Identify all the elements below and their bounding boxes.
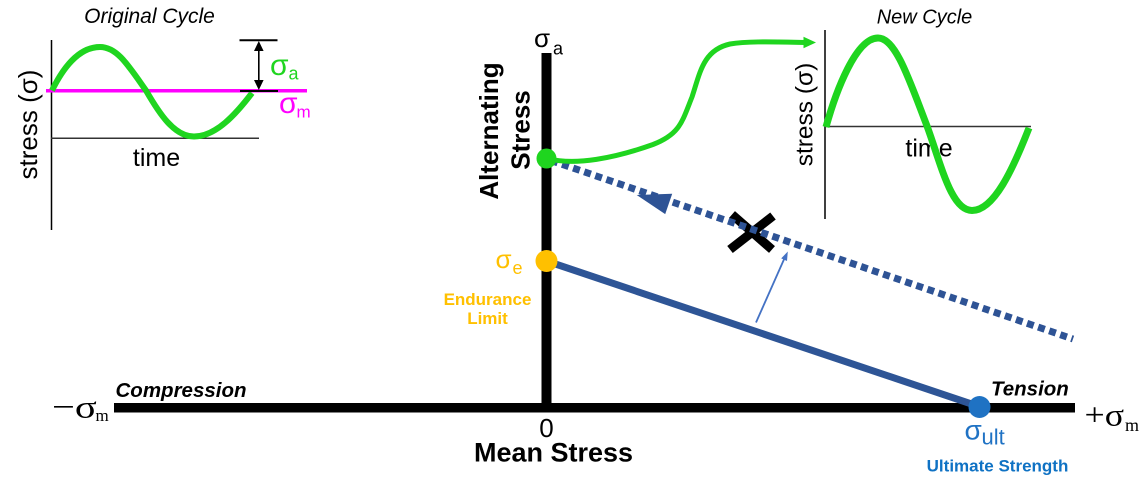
svg-text:m: m [96, 406, 109, 425]
svg-text:σ: σ [496, 244, 512, 274]
svg-text:a: a [289, 64, 300, 84]
svg-text:0: 0 [539, 413, 553, 443]
svg-text:Stress: Stress [506, 90, 536, 170]
svg-text:σ: σ [279, 87, 298, 120]
svg-text:Original Cycle: Original Cycle [84, 5, 215, 28]
svg-text:Endurance: Endurance [444, 290, 532, 309]
svg-text:σ: σ [965, 415, 982, 446]
svg-text:σ: σ [534, 23, 550, 53]
svg-text:+σ: +σ [1085, 398, 1125, 433]
svg-text:Tension: Tension [991, 378, 1069, 401]
svg-text:−σ: −σ [52, 389, 97, 425]
svg-text:e: e [513, 258, 523, 278]
svg-text:ult: ult [982, 425, 1005, 450]
svg-text:Ultimate Strength: Ultimate Strength [927, 457, 1069, 476]
svg-text:Limit: Limit [467, 309, 508, 328]
svg-text:time: time [133, 144, 180, 172]
svg-text:New Cycle: New Cycle [877, 7, 973, 29]
svg-text:stress (σ): stress (σ) [792, 63, 819, 167]
svg-text:Mean Stress: Mean Stress [474, 438, 633, 468]
svg-text:Compression: Compression [116, 379, 247, 402]
svg-text:m: m [297, 103, 311, 122]
svg-text:Alternating: Alternating [474, 62, 504, 199]
svg-text:a: a [553, 39, 564, 59]
svg-text:stress (σ): stress (σ) [13, 70, 43, 180]
svg-text:m: m [1125, 415, 1139, 435]
svg-text:σ: σ [270, 49, 289, 82]
